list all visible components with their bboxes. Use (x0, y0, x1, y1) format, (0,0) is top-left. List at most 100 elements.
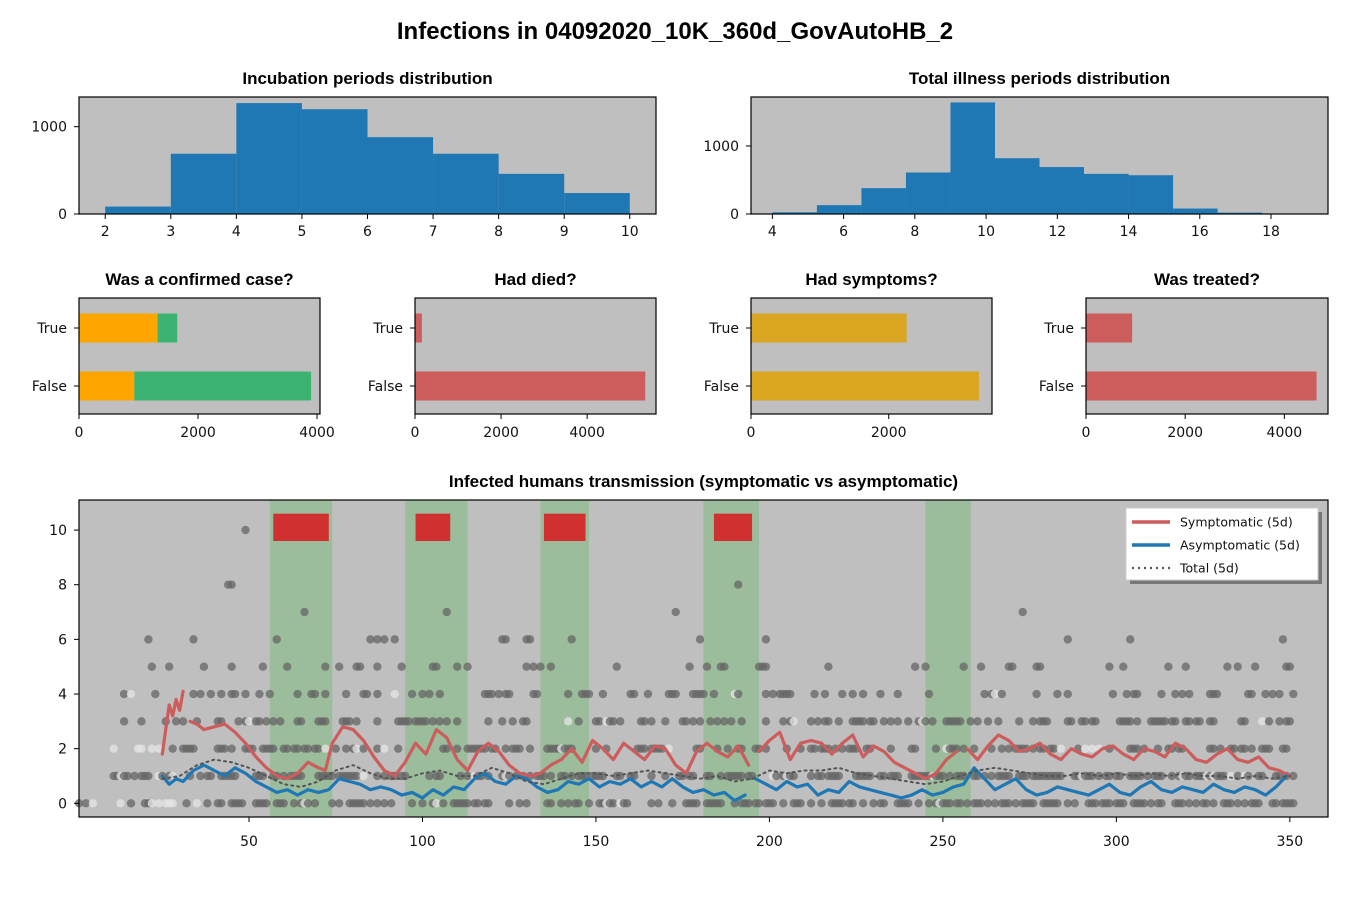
scatter-point (879, 717, 889, 726)
scatter-point (276, 717, 285, 726)
scatter-point (1275, 689, 1284, 699)
histogram-bar (950, 102, 995, 214)
scatter-point (1080, 744, 1090, 753)
scatter-point (806, 717, 816, 726)
scatter-point (345, 717, 354, 726)
scatter-point (1247, 689, 1256, 699)
scatter-point (779, 717, 788, 726)
scatter-point (220, 744, 229, 753)
category-label: True (36, 321, 67, 337)
x-tick-label: 10 (977, 224, 995, 240)
x-tick-label: 4 (232, 224, 241, 240)
scatter-point (990, 799, 1000, 808)
x-tick-label: 100 (409, 834, 436, 850)
series-line (161, 758, 1291, 788)
scatter-point (817, 799, 826, 808)
scatter-point (165, 662, 174, 671)
panel-title: Infected humans transmission (symptomati… (449, 472, 958, 491)
scatter-point (893, 717, 902, 726)
scatter-point (168, 744, 177, 753)
scatter-point (1091, 717, 1100, 726)
scatter-point (709, 689, 719, 699)
scatter-point (352, 717, 361, 726)
scatter-point (727, 717, 736, 726)
panel-title: Total illness periods distribution (909, 69, 1170, 88)
scatter-point (810, 689, 819, 699)
scatter-point (924, 799, 934, 808)
lockdown-marker (415, 513, 451, 541)
scatter-point (282, 744, 292, 753)
scatter-point (574, 717, 583, 726)
scatter-point (300, 607, 309, 617)
x-tick-label: 12 (1048, 224, 1066, 240)
scatter-point (733, 580, 743, 589)
scatter-point (522, 799, 531, 808)
histogram-bar (816, 205, 862, 214)
scatter-point (1105, 662, 1114, 671)
x-tick-label: 0 (747, 425, 756, 441)
scatter-point (959, 662, 968, 671)
bar (751, 371, 979, 401)
legend-label: Symptomatic (5d) (1180, 515, 1293, 530)
scatter-point (661, 717, 670, 726)
scatter-point (1108, 689, 1118, 699)
scatter-point (706, 717, 715, 726)
scatter-point (494, 689, 504, 699)
scatter-point (1032, 689, 1041, 699)
scatter-point (987, 771, 996, 781)
scatter-point (1223, 662, 1232, 671)
scatter-point (154, 799, 163, 808)
scatter-point (1289, 689, 1298, 699)
scatter-point (1282, 744, 1291, 753)
scatter-point (397, 662, 406, 671)
scatter-point (990, 689, 1000, 699)
scatter-point (88, 799, 98, 808)
y-tick-label: 10 (49, 523, 67, 539)
scatter-point (1008, 662, 1017, 671)
scatter-point (720, 717, 729, 726)
scatter-point (1226, 799, 1236, 808)
category-label: False (1039, 379, 1074, 395)
histogram-bar (105, 206, 171, 214)
scatter-point (1171, 689, 1180, 699)
scatter-point (380, 799, 389, 808)
scatter-point (432, 662, 441, 671)
scatter-point (789, 771, 798, 781)
panel-title: Was treated? (1154, 270, 1260, 289)
scatter-point (241, 525, 250, 535)
scatter-point (640, 717, 649, 726)
x-tick-label: 2000 (871, 425, 907, 441)
scatter-point (744, 799, 753, 808)
scatter-point (1053, 799, 1062, 808)
scatter-point (456, 771, 465, 781)
scatter-point (244, 717, 254, 726)
scatter-point (1053, 689, 1062, 699)
scatter-point (359, 799, 368, 808)
scatter-point (425, 771, 434, 781)
scatter-point (563, 799, 573, 808)
scatter-point (1035, 662, 1045, 671)
scatter-point (279, 799, 288, 808)
scatter-point (1146, 799, 1156, 808)
scatter-point (671, 689, 680, 699)
scatter-point (924, 689, 934, 699)
scatter-point (321, 689, 330, 699)
scatter-point (768, 689, 778, 699)
scatter-point (515, 744, 524, 753)
scatter-point (1250, 662, 1260, 671)
scatter-point (435, 689, 445, 699)
scatter-point (671, 607, 680, 617)
scatter-point (258, 771, 268, 781)
x-tick-label: 4 (768, 224, 777, 240)
bar (415, 313, 422, 343)
scatter-point (262, 799, 271, 808)
scatter-point (196, 689, 205, 699)
scatter-point (171, 717, 181, 726)
scatter-point (903, 717, 913, 726)
scatter-point (1126, 717, 1135, 726)
scatter-point (255, 689, 264, 699)
scatter-point (1028, 799, 1038, 808)
x-tick-label: 8 (910, 224, 919, 240)
scatter-point (789, 717, 798, 726)
scatter-point (265, 689, 275, 699)
